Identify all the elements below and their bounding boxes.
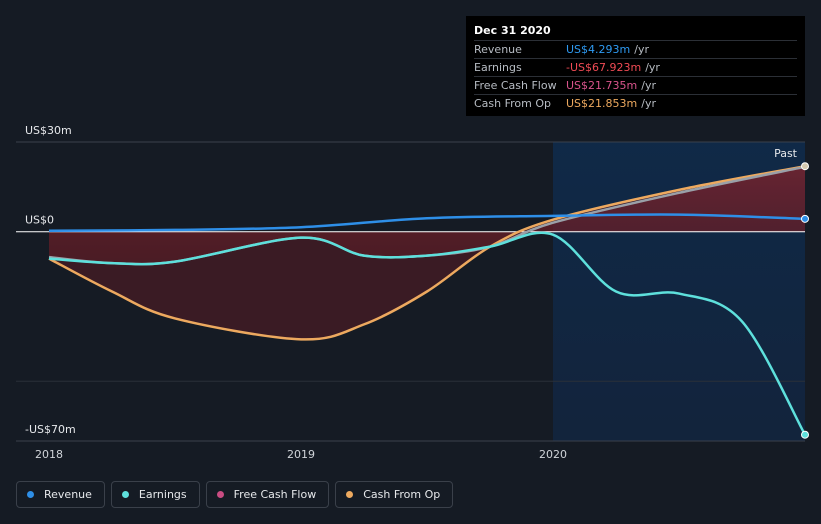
legend-item-revenue[interactable]: Revenue	[16, 481, 105, 508]
tooltip-value: US$21.735m	[566, 79, 638, 92]
tooltip-row-cash-from-op: Cash From Op US$21.853m /yr	[474, 94, 797, 112]
endpoint-earnings[interactable]	[801, 430, 809, 439]
tooltip-label: Earnings	[474, 61, 522, 74]
legend-dot-icon	[27, 491, 34, 498]
series-line-revenue	[48, 213, 806, 233]
fill-area-cash-from-op	[49, 166, 805, 340]
tooltip-row-earnings: Earnings -US$67.923m /yr	[474, 58, 797, 76]
legend-dot-icon	[121, 491, 129, 498]
x-tick-label-2019: 2019	[287, 448, 315, 461]
legend-item-earnings[interactable]: Earnings	[110, 481, 200, 508]
x-tick-label-2020: 2020	[539, 448, 567, 461]
y-tick-label-bottom: -US$70m	[25, 423, 76, 436]
tooltip-unit: /yr	[641, 79, 656, 92]
series-line-cash-from-op	[48, 164, 806, 341]
tooltip-date: Dec 31 2020	[474, 24, 551, 37]
legend-dot-icon	[346, 491, 354, 498]
past-label: Past	[774, 147, 798, 160]
tooltip-label: Cash From Op	[474, 97, 552, 110]
legend-dot-icon	[216, 491, 224, 498]
legend-label: Cash From Op	[363, 488, 441, 501]
tooltip-label: Free Cash Flow	[474, 79, 557, 92]
tooltip-unit: /yr	[645, 61, 660, 74]
tooltip-unit: /yr	[641, 97, 656, 110]
endpoint-revenue[interactable]	[801, 214, 809, 223]
legend-item-cash-from-op[interactable]: Cash From Op	[335, 481, 454, 508]
tooltip-row-free-cash-flow: Free Cash Flow US$21.735m /yr	[474, 76, 797, 94]
tooltip-value: US$21.853m	[566, 97, 638, 110]
legend-label: Revenue	[44, 488, 92, 501]
tooltip: Dec 31 2020 Revenue US$4.293m /yr Earnin…	[466, 16, 805, 116]
legend-item-free-cash-flow[interactable]: Free Cash Flow	[205, 481, 330, 508]
y-tick-label-zero: US$0	[25, 214, 54, 227]
legend-label: Earnings	[138, 488, 187, 501]
y-tick-label-top: US$30m	[25, 124, 72, 137]
x-tick-label-2018: 2018	[35, 448, 63, 461]
series-line-earnings	[48, 231, 807, 436]
tooltip-value: US$4.293m	[566, 43, 631, 56]
legend-label: Free Cash Flow	[233, 488, 317, 501]
tooltip-row-revenue: Revenue US$4.293m /yr	[474, 40, 797, 58]
tooltip-label: Revenue	[474, 43, 522, 56]
legend: Revenue Earnings Free Cash Flow Cash Fro…	[16, 481, 454, 508]
tooltip-value: -US$67.923m	[566, 61, 642, 74]
tooltip-unit: /yr	[634, 43, 649, 56]
endpoint-cash-from-op[interactable]	[801, 162, 809, 171]
